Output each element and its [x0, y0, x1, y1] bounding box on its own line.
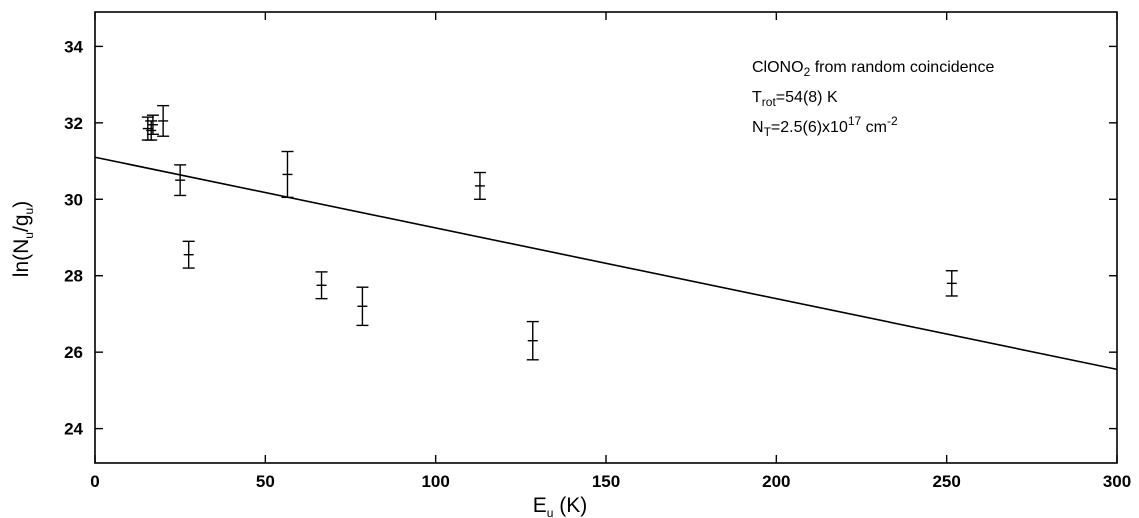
fit-line	[94, 156, 1118, 371]
x-tick-label: 250	[932, 472, 960, 491]
data-point	[182, 240, 195, 269]
y-tick-label: 32	[64, 114, 83, 133]
y-tick-label: 34	[64, 37, 83, 56]
data-point	[145, 120, 158, 141]
x-tick-label: 100	[421, 472, 449, 491]
x-axis-label: Eu (K)	[533, 494, 588, 518]
data-point	[526, 320, 539, 361]
x-tick-label: 150	[592, 472, 620, 491]
plot-frame	[94, 11, 1118, 464]
y-tick-label: 28	[64, 267, 83, 286]
y-tick-label: 30	[64, 190, 83, 209]
legend-annotation: ClONO2 from random coincidence Trot=54(8…	[752, 59, 994, 139]
annotation-line-3: NT=2.5(6)x1017 cm-2	[752, 114, 898, 139]
data-point	[356, 286, 369, 327]
annotation-line-1: ClONO2 from random coincidence	[752, 59, 994, 79]
x-tick-label: 200	[762, 472, 790, 491]
data-point	[945, 270, 958, 297]
y-axis-label: ln(Nu/gu)	[10, 201, 36, 277]
data-point	[281, 150, 294, 199]
data-point	[473, 171, 486, 200]
data-point	[174, 164, 187, 197]
ticks-layer: 0 50 100 150 200 250 300 24 26 28 30 32 34	[64, 12, 1131, 491]
data-point	[146, 114, 159, 136]
y-tick-label: 26	[64, 343, 83, 362]
data-point	[315, 271, 328, 300]
annotation-line-2: Trot=54(8) K	[752, 89, 838, 109]
x-tick-label: 300	[1103, 472, 1131, 491]
x-tick-label: 50	[256, 472, 275, 491]
y-tick-label: 24	[64, 420, 83, 439]
x-tick-label: 0	[90, 472, 99, 491]
points-layer	[141, 104, 958, 361]
data-point	[157, 104, 170, 137]
